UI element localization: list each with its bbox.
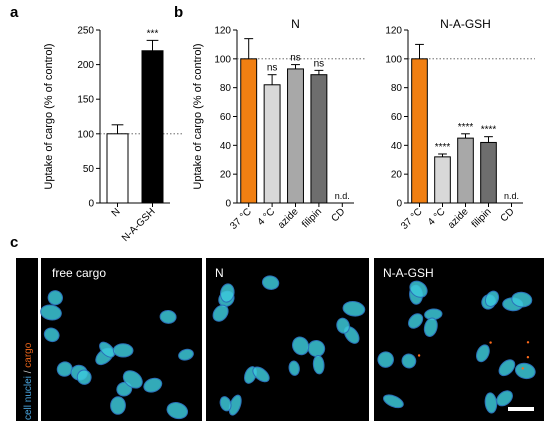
y-tick-label: 80: [220, 83, 232, 94]
y-tick-label: 150: [77, 95, 94, 106]
y-tick-label: 20: [220, 170, 232, 181]
significance-label: ***: [147, 28, 159, 39]
cell-nucleus: [476, 344, 490, 363]
cell-nucleus: [312, 355, 325, 375]
side-label-cargo: cargo: [23, 342, 34, 367]
cell-nucleus: [110, 396, 126, 415]
micrograph-label-n: N: [215, 266, 224, 280]
cell-nucleus: [342, 301, 366, 317]
y-tick-label: 120: [214, 26, 231, 37]
y-tick-label: 60: [220, 112, 232, 123]
cell-nucleus: [261, 275, 280, 290]
cell-nucleus: [511, 291, 533, 308]
cell-nucleus: [178, 348, 194, 361]
cell-nucleus: [292, 336, 310, 356]
cell-nucleus: [219, 396, 232, 412]
cell-nucleus: [377, 351, 394, 368]
cargo-spot: [526, 341, 530, 344]
y-tick-label: 60: [391, 112, 403, 123]
significance-label: ****: [435, 142, 451, 153]
cell-nucleus: [288, 360, 300, 376]
cell-nucleus: [336, 317, 350, 334]
significance-label: ****: [481, 125, 497, 136]
micrograph-label-free-cargo: free cargo: [52, 266, 106, 280]
significance-label: ns: [314, 58, 325, 69]
y-tick-label: 120: [385, 26, 402, 37]
cell-nucleus: [159, 309, 177, 324]
side-label-nuclei: cell nuclei: [23, 376, 34, 420]
y-tick-label: 50: [83, 164, 95, 175]
chart-title: N: [291, 17, 300, 31]
side-label-separator: /: [23, 368, 34, 376]
micrograph-label-n-a-gsh: N-A-GSH: [383, 266, 434, 280]
y-tick-label: 80: [391, 83, 403, 94]
cell-nucleus: [220, 283, 235, 303]
cell-nucleus: [40, 304, 62, 321]
panel-letter-c: c: [10, 234, 18, 251]
cell-nucleus: [408, 313, 424, 329]
significance-label: ****: [458, 122, 474, 133]
cell-nucleus: [43, 327, 60, 343]
cargo-spot: [417, 354, 421, 357]
cell-nucleus: [423, 317, 438, 337]
cell-nucleus: [383, 394, 404, 409]
panel-letter-a: a: [10, 4, 19, 21]
y-tick-label: 100: [77, 129, 94, 140]
cell-nucleus: [112, 343, 134, 358]
significance-label: ns: [290, 53, 301, 64]
cell-nucleus: [166, 402, 189, 420]
y-tick-label: 0: [225, 199, 231, 210]
side-label: cell nuclei / cargo: [23, 342, 34, 420]
cell-nucleus: [99, 341, 116, 358]
cargo-spot: [526, 356, 530, 359]
significance-label: n.d.: [504, 191, 519, 201]
side-label-strip: [16, 258, 38, 421]
cell-nucleus: [122, 370, 143, 389]
cargo-spot: [521, 367, 524, 370]
significance-label: n.d.: [335, 191, 350, 201]
y-tick-label: 0: [396, 199, 402, 210]
y-axis-label: Uptake of cargo (% of control): [192, 43, 204, 189]
y-tick-label: 100: [385, 54, 402, 65]
significance-label: ns: [267, 63, 278, 74]
cell-nucleus: [252, 366, 270, 383]
cell-nucleus: [76, 369, 92, 385]
cell-nucleus: [496, 390, 513, 407]
micrograph-background: [206, 258, 369, 421]
micrograph-n-a-gsh: [374, 258, 544, 421]
y-tick-label: 40: [220, 141, 232, 152]
micrograph-background: [41, 258, 202, 421]
panel-letter-b: b: [174, 4, 183, 21]
cell-nucleus: [212, 304, 229, 322]
cell-nucleus: [401, 353, 417, 369]
cell-nucleus: [56, 361, 73, 377]
y-tick-label: 0: [88, 199, 94, 210]
cell-nucleus: [47, 290, 63, 306]
y-tick-label: 250: [77, 26, 94, 37]
scale-bar: [508, 407, 534, 411]
y-tick-label: 200: [77, 60, 94, 71]
y-tick-label: 40: [391, 141, 403, 152]
y-tick-label: 20: [391, 170, 403, 181]
y-axis-label: Uptake of cargo (% of control): [43, 43, 55, 189]
micrograph-n: [206, 258, 369, 421]
cell-nucleus: [498, 359, 516, 377]
y-tick-label: 100: [214, 54, 231, 65]
cell-nucleus: [143, 377, 163, 393]
micrograph-background: [374, 258, 544, 421]
micrograph-free-cargo: [40, 258, 202, 421]
cargo-spot: [489, 341, 492, 344]
chart-title: N-A-GSH: [440, 17, 491, 31]
cell-nucleus: [514, 362, 536, 380]
cell-nucleus: [484, 290, 500, 307]
cell-nucleus: [409, 280, 428, 298]
